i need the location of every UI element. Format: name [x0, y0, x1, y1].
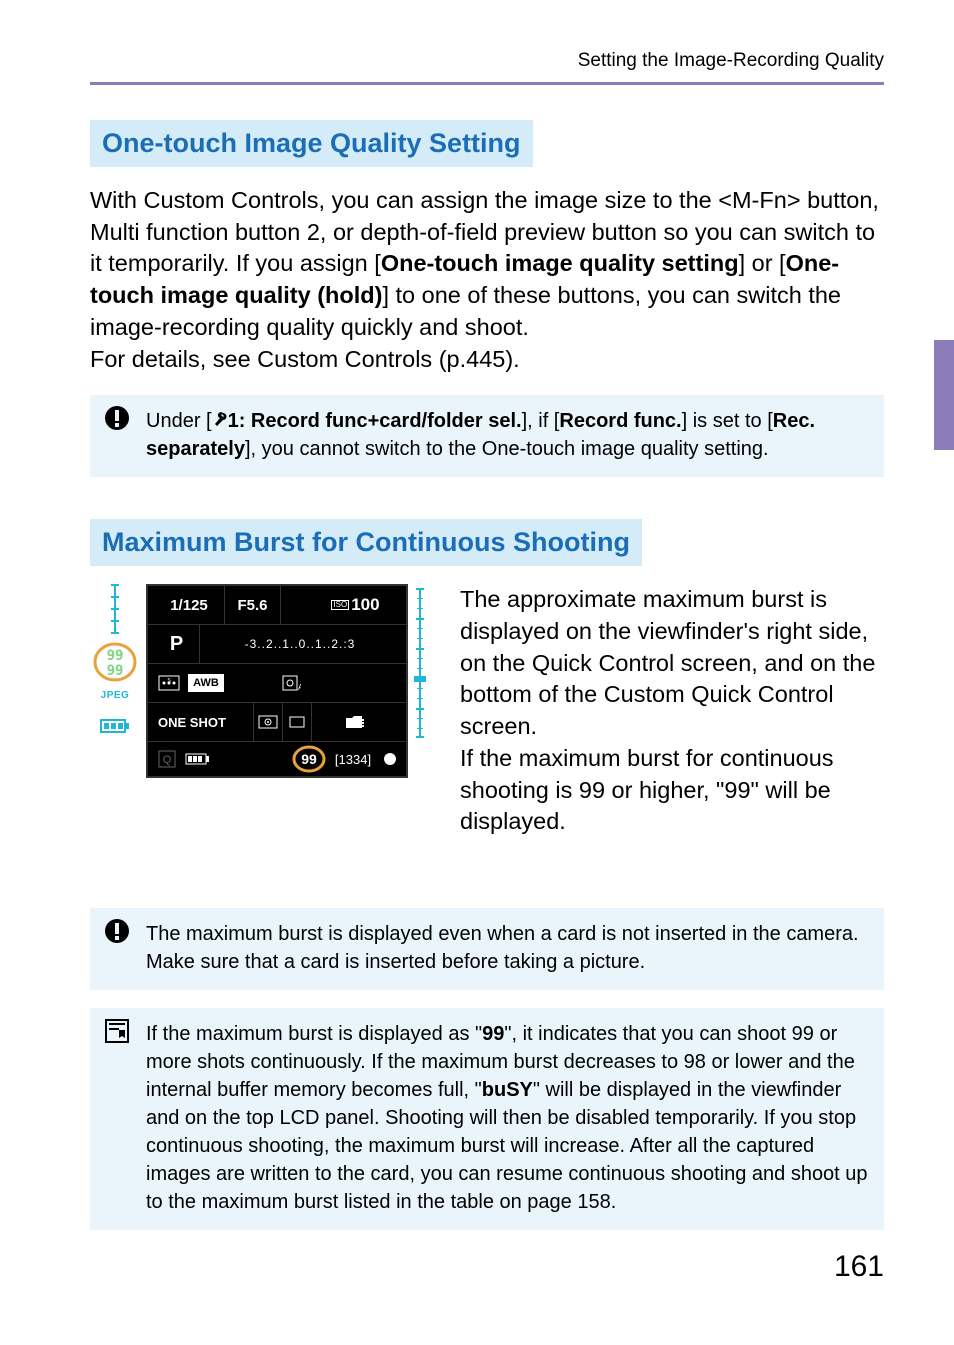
- n1-mid1: ], if [: [522, 410, 560, 432]
- svg-text:S: S: [167, 678, 171, 684]
- iso-label: ISO: [331, 600, 349, 610]
- svg-text:99: 99: [107, 663, 124, 679]
- vf-shutter: 1/125: [154, 586, 225, 624]
- mfn-label: M-Fn: [732, 187, 787, 213]
- left-99-icon: 99 99: [93, 642, 137, 682]
- wrench-icon: [212, 411, 228, 429]
- note-2: The maximum burst is displayed even when…: [90, 908, 884, 990]
- page-number: 161: [90, 1250, 884, 1284]
- n3-bold1: 99: [482, 1023, 504, 1045]
- vf-shots-remaining: [1334]: [326, 752, 380, 767]
- single-shot-icon: [289, 716, 305, 728]
- caution-icon: [104, 405, 130, 431]
- n1-mid2: ] is set to [: [682, 410, 773, 432]
- svg-text:99: 99: [107, 648, 124, 664]
- vf-aperture: F5.6: [225, 586, 281, 624]
- note-3: If the maximum burst is displayed as "99…: [90, 1008, 884, 1230]
- svg-text:Q: Q: [163, 754, 172, 766]
- vf-exp-scale: -3..2..1..0..1..2.:3: [200, 637, 400, 651]
- side-tab: [934, 340, 954, 450]
- section-2-heading: Maximum Burst for Continuous Shooting: [90, 519, 642, 566]
- battery-icon: [99, 717, 131, 735]
- af-area-icon: S: [158, 675, 180, 691]
- s1-bold1: One-touch image quality setting: [381, 250, 739, 276]
- header-divider: [90, 82, 884, 85]
- s2-body1: The approximate maximum burst is display…: [460, 586, 875, 739]
- burst-row: 99 99 JPEG 1/125: [90, 584, 884, 838]
- s1-text-last: For details, see Custom Controls (p.445)…: [90, 346, 520, 372]
- n1-post: ], you cannot switch to the One-touch im…: [245, 438, 769, 460]
- vf-burst-99: 99: [301, 751, 317, 767]
- record-dot-icon: [383, 752, 397, 766]
- n3-pre: If the maximum burst is displayed as ": [146, 1023, 482, 1045]
- jpeg-label: JPEG: [101, 690, 130, 701]
- n1-pre: Under [: [146, 410, 212, 432]
- n2-text: The maximum burst is displayed even when…: [146, 923, 859, 973]
- left-scale-icon: [109, 584, 121, 634]
- picture-style-icon: A: [281, 674, 301, 692]
- vf-drive: ONE SHOT: [154, 715, 253, 730]
- s1-text-mid2: ] or [: [739, 250, 786, 276]
- viewfinder-diagram: 99 99 JPEG 1/125: [90, 584, 440, 838]
- s2-body2: If the maximum burst for continuous shoo…: [460, 745, 834, 834]
- right-scale-icon: [414, 588, 426, 738]
- section-1-heading: One-touch Image Quality Setting: [90, 120, 533, 167]
- note-1: Under [ 1: Record func+card/folder sel.],…: [90, 395, 884, 477]
- vf-awb: AWB: [188, 674, 224, 692]
- section-2-body: The approximate maximum burst is display…: [460, 584, 884, 838]
- folder-icon: [344, 714, 368, 730]
- n3-bold2: buSY: [482, 1079, 533, 1101]
- metering-icon: [258, 715, 278, 729]
- n1-bold2: Record func.: [559, 410, 681, 432]
- page-header: Setting the Image-Recording Quality: [90, 50, 884, 72]
- n1-bold1: 1: Record func+card/folder sel.: [228, 410, 522, 432]
- battery-small-icon: [184, 752, 212, 766]
- caution-icon: [104, 918, 130, 944]
- svg-text:A: A: [298, 683, 301, 692]
- section-1-body: With Custom Controls, you can assign the…: [90, 185, 884, 375]
- info-note-icon: [104, 1018, 130, 1044]
- iso-value: 100: [351, 595, 379, 615]
- viewfinder-panel: 1/125 F5.6 ISO 100 P -3..2..1..0..1..2.:…: [146, 584, 408, 778]
- vf-mode: P: [154, 625, 200, 663]
- s1-text-pre: With Custom Controls, you can assign the…: [90, 187, 732, 213]
- q-icon: Q: [158, 750, 176, 768]
